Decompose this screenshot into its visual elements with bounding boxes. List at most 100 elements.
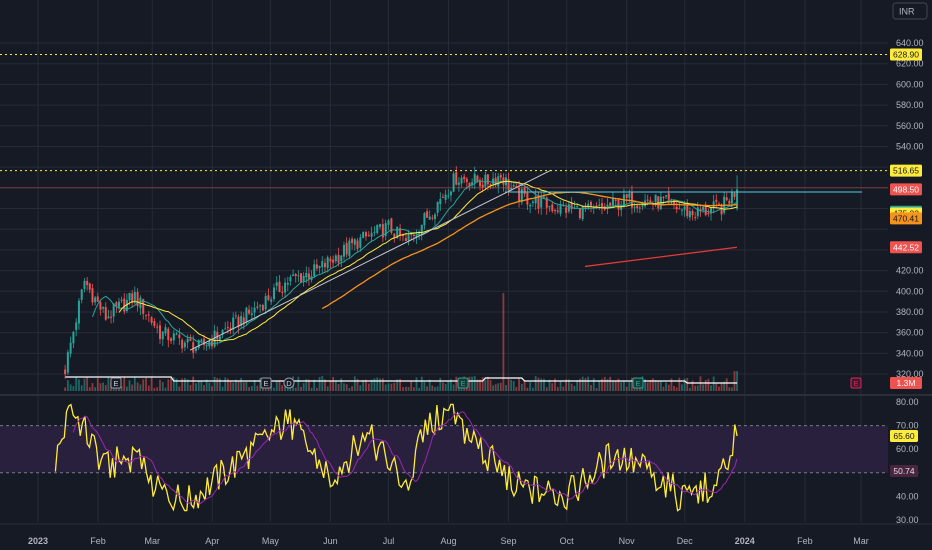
time-axis[interactable]: 2023 Feb Mar Apr May Jun Jul Aug Sep Oct Nov Dec 202…	[28, 536, 869, 546]
candle-body	[497, 176, 500, 187]
volume-bar	[590, 384, 592, 391]
candle-body	[600, 203, 603, 208]
candle-body	[415, 234, 418, 238]
candle-body	[216, 331, 219, 339]
candle-body	[66, 352, 69, 373]
candle-body	[342, 244, 345, 257]
event-marker[interactable]: E	[260, 377, 272, 389]
volume-bar	[476, 379, 479, 391]
candle-body	[534, 196, 537, 204]
price-badge-label: 442.52	[893, 242, 919, 252]
volume-bar	[548, 379, 551, 391]
event-marker-label: E	[635, 379, 640, 388]
candle-body	[286, 282, 289, 285]
rsi-badge-label: 50.74	[893, 466, 915, 476]
event-marker[interactable]: D	[283, 377, 295, 389]
time-tick-label: Aug	[441, 536, 457, 546]
volume-bar	[736, 371, 738, 391]
candle-body	[611, 198, 614, 206]
candle-body	[381, 224, 384, 238]
rsi-badge-bg	[890, 429, 918, 442]
candle-body	[253, 307, 256, 313]
price-axis[interactable]: 640.00 620.00 600.00 580.00 560.00 540.00 420.…	[890, 38, 924, 389]
volume-bar	[492, 385, 494, 391]
candle-body	[275, 282, 278, 286]
volume-bar	[213, 376, 216, 391]
candle-body	[259, 305, 262, 307]
volume-bar	[278, 380, 281, 391]
volume-bar	[281, 385, 284, 391]
candle-body	[147, 314, 150, 316]
candle-body	[345, 242, 348, 255]
volume-bar	[487, 376, 489, 391]
candle-body	[72, 331, 75, 344]
volume-bar	[710, 385, 712, 391]
price-badge-label: 498.50	[893, 184, 919, 194]
candle-body	[107, 316, 110, 319]
candle-body	[83, 280, 86, 289]
candle-body	[476, 175, 479, 182]
volume-bar	[253, 380, 256, 391]
candle-body	[393, 233, 396, 239]
event-marker[interactable]: E	[850, 377, 862, 389]
volume-bar	[195, 383, 197, 391]
candle-body	[694, 217, 697, 219]
volume-bar	[94, 387, 97, 391]
volume-bar	[365, 379, 367, 391]
event-marker[interactable]: E	[632, 377, 644, 389]
candle-body	[161, 331, 164, 340]
volume-bar	[337, 384, 340, 391]
candle-body	[702, 207, 705, 211]
candle-body	[94, 297, 97, 303]
candle-body	[110, 316, 113, 318]
candle-body	[418, 233, 421, 235]
volume-bars	[64, 293, 738, 391]
volume-bar	[728, 387, 731, 391]
ma-short-line	[92, 179, 738, 345]
volume-bar	[434, 386, 436, 391]
candle-body	[584, 206, 587, 209]
volume-bar	[540, 378, 543, 391]
volume-bar	[64, 387, 67, 391]
event-marker[interactable]: E	[457, 377, 469, 389]
candle-body	[531, 201, 534, 203]
rsi-tick-label: 60.00	[896, 444, 919, 454]
volume-bar	[170, 377, 172, 391]
candle-body	[104, 307, 107, 320]
volume-bar	[381, 378, 384, 391]
volume-bar	[670, 378, 673, 391]
candle-body	[337, 254, 340, 263]
volume-bar	[556, 386, 559, 391]
rsi-ma-line	[72, 411, 738, 505]
candle-body	[250, 313, 253, 315]
volume-bar	[315, 387, 318, 391]
candle-body	[578, 207, 581, 218]
candle-body	[710, 208, 713, 214]
volume-bar	[512, 381, 515, 391]
candle-body	[715, 199, 718, 202]
volume-bar	[412, 387, 415, 391]
candle-body	[431, 217, 434, 219]
candle-body	[510, 187, 513, 190]
volume-bar	[603, 376, 606, 391]
time-tick-label: 2023	[28, 536, 48, 546]
candle-body	[518, 187, 521, 202]
currency-button[interactable]: INR	[892, 2, 928, 20]
volume-bar	[649, 379, 652, 391]
volume-bar	[128, 380, 131, 391]
candle-body	[675, 206, 678, 210]
time-tick-label: May	[262, 536, 280, 546]
candle-body	[115, 302, 118, 307]
volume-bar	[340, 378, 343, 391]
candle-body	[170, 338, 173, 341]
volume-bar	[242, 382, 245, 391]
volume-bar	[262, 386, 264, 391]
rsi-band	[0, 425, 888, 473]
earnings-icon	[110, 377, 122, 389]
volume-bar	[300, 386, 302, 391]
price-badge: 470.41	[890, 212, 922, 225]
event-marker[interactable]: E	[110, 377, 122, 389]
